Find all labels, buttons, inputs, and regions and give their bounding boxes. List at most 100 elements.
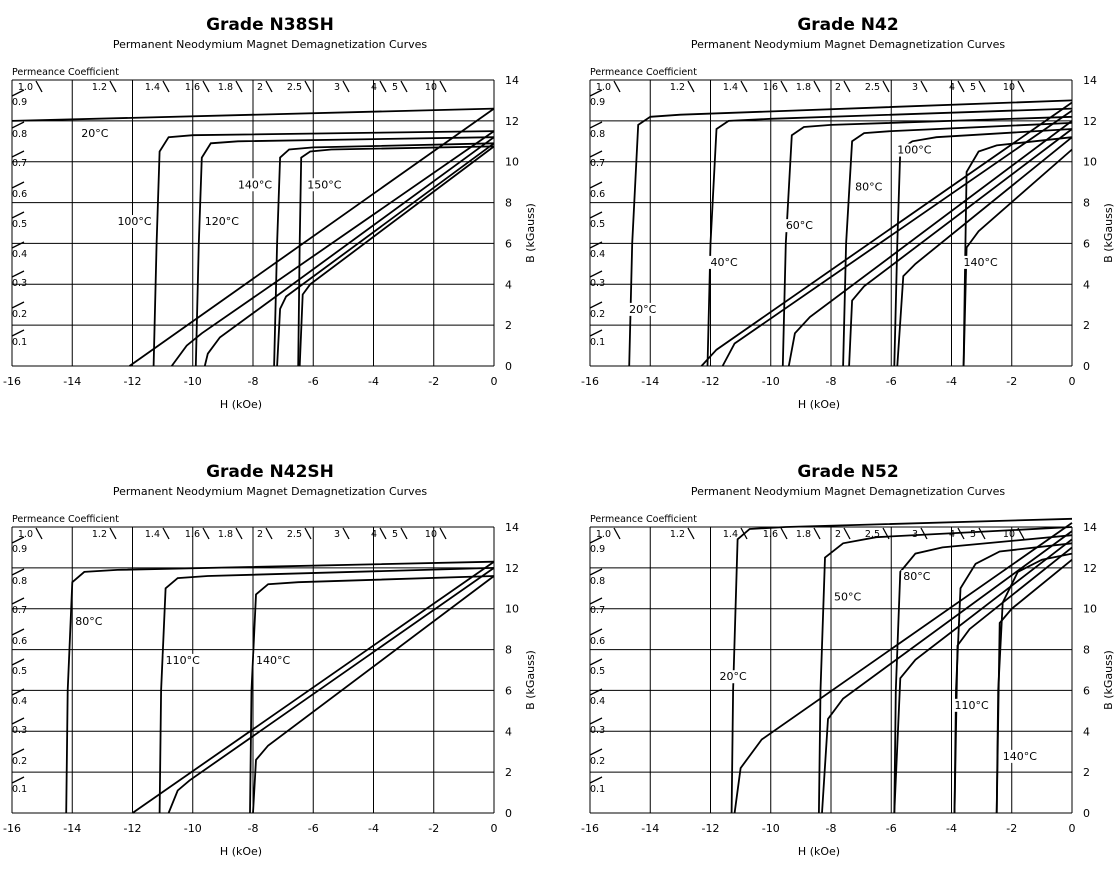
permeance-left-tick (11, 211, 25, 219)
permeance-left-tick (11, 568, 25, 576)
x-tick-label: -12 (702, 375, 720, 388)
permeance-left-label: 0.6 (12, 189, 27, 200)
y-axis-label: B (kGauss) (524, 203, 537, 263)
permeance-left-tick (11, 717, 25, 725)
permeance-left-label: 0.3 (590, 725, 605, 736)
y-tick-label: 2 (505, 319, 512, 332)
series-label-background (853, 180, 886, 194)
y-tick-label: 8 (505, 197, 512, 210)
permeance-left-label: 0.9 (12, 544, 27, 555)
y-tick-label: 0 (1083, 807, 1090, 820)
chart-panel: Grade N42SH Permanent Neodymium Magnet De… (0, 447, 560, 880)
series-line-b-curve (781, 115, 1073, 367)
permeance-top-label: 2.5 (287, 82, 302, 93)
permeance-top-tick (342, 527, 350, 540)
chart-panel: Grade N52 Permanent Neodymium Magnet Dema… (578, 447, 1120, 880)
series-label: 150°C (307, 178, 341, 191)
permeance-top-label: 1.4 (145, 529, 160, 540)
series-line-b-curve (273, 142, 495, 367)
permeance-top-tick (813, 80, 821, 93)
y-tick-label: 10 (1083, 603, 1097, 616)
chart-svg: Grade N52 Permanent Neodymium Magnet Dema… (581, 462, 1115, 858)
permeance-top-tick (1017, 80, 1025, 93)
permeance-top-tick (843, 80, 851, 93)
x-tick-label: -12 (124, 822, 142, 835)
x-tick-label: -10 (184, 375, 202, 388)
permeance-left-label: 0.9 (590, 544, 605, 555)
permeance-top-tick (978, 80, 986, 93)
series-line-intrinsic-curve (252, 575, 495, 814)
permeance-top-label: 2.5 (865, 529, 880, 540)
series-label-background (254, 653, 294, 667)
permeance-top-label: 4 (371, 529, 377, 540)
permeance-left-label: 0.3 (12, 278, 27, 289)
x-tick-label: -6 (308, 822, 319, 835)
permeance-title: Permeance Coefficient (12, 67, 119, 78)
permeance-left-tick (11, 181, 25, 189)
permeance-left-tick (589, 150, 603, 158)
permeance-left-tick (11, 301, 25, 309)
series-line-b-curve (818, 526, 1073, 814)
y-tick-label: 2 (1083, 319, 1090, 332)
series-line-intrinsic-curve (298, 145, 495, 367)
chart-svg: Grade N42 Permanent Neodymium Magnet Dema… (581, 15, 1115, 411)
series-label-background (163, 653, 203, 667)
chart-title: Grade N42 (797, 15, 898, 35)
permeance-top-label: 1.0 (18, 82, 33, 93)
y-tick-label: 0 (505, 360, 512, 373)
x-tick-label: 0 (491, 822, 498, 835)
permeance-top-tick (843, 527, 851, 540)
permeance-top-tick (813, 527, 821, 540)
permeance-top-label: 1.2 (670, 529, 685, 540)
permeance-left-label: 0.7 (590, 158, 605, 169)
permeance-left-label: 0.4 (590, 696, 605, 707)
chart-svg: Grade N38SH Permanent Neodymium Magnet De… (3, 15, 537, 411)
x-tick-label: -12 (124, 375, 142, 388)
permeance-top-label: 1.6 (763, 529, 778, 540)
series-line-b-curve (297, 145, 495, 367)
permeance-left-label: 0.5 (590, 666, 605, 677)
permeance-left-tick (589, 301, 603, 309)
series-label-background (783, 219, 816, 233)
permeance-top-tick (613, 527, 621, 540)
y-tick-label: 12 (505, 115, 519, 128)
y-tick-label: 4 (1083, 278, 1090, 291)
permeance-top-label: 10 (425, 529, 437, 540)
permeance-top-label: 1.6 (185, 529, 200, 540)
permeance-top-tick (920, 80, 928, 93)
series-label: 50°C (834, 591, 861, 604)
permeance-top-label: 1.8 (796, 82, 811, 93)
series-label: 100°C (117, 215, 151, 228)
permeance-left-tick (11, 536, 25, 544)
permeance-top-label: 1.0 (18, 529, 33, 540)
permeance-left-tick (11, 121, 25, 129)
y-tick-label: 12 (1083, 562, 1097, 575)
chart-subtitle: Permanent Neodymium Magnet Demagnetizati… (113, 38, 428, 51)
series-label: 80°C (855, 180, 882, 193)
series-label-background (1000, 749, 1040, 763)
permeance-top-tick (882, 80, 890, 93)
permeance-left-label: 0.1 (12, 784, 27, 795)
permeance-left-tick (11, 658, 25, 666)
series-label-background (305, 178, 345, 192)
x-tick-label: -16 (581, 822, 599, 835)
permeance-top-label: 1.2 (670, 82, 685, 93)
x-tick-label: -14 (63, 375, 81, 388)
permeance-left-label: 0.8 (12, 576, 27, 587)
series-line-b-curve (194, 136, 495, 367)
series-label: 140°C (1003, 750, 1037, 763)
permeance-top-tick (400, 80, 408, 93)
permeance-top-tick (613, 80, 621, 93)
y-axis-label: B (kGauss) (1102, 203, 1115, 263)
permeance-left-label: 0.5 (12, 219, 27, 230)
permeance-left-label: 0.4 (12, 249, 27, 260)
permeance-top-label: 1.0 (596, 82, 611, 93)
permeance-top-label: 5 (970, 529, 976, 540)
x-axis-label: H (kOe) (220, 845, 262, 858)
series-label: 40°C (711, 256, 738, 269)
series-label-background (708, 255, 741, 269)
permeance-top-tick (265, 80, 273, 93)
permeance-top-label: 10 (1003, 529, 1015, 540)
x-tick-label: -4 (946, 822, 957, 835)
permeance-top-label: 1.6 (185, 82, 200, 93)
